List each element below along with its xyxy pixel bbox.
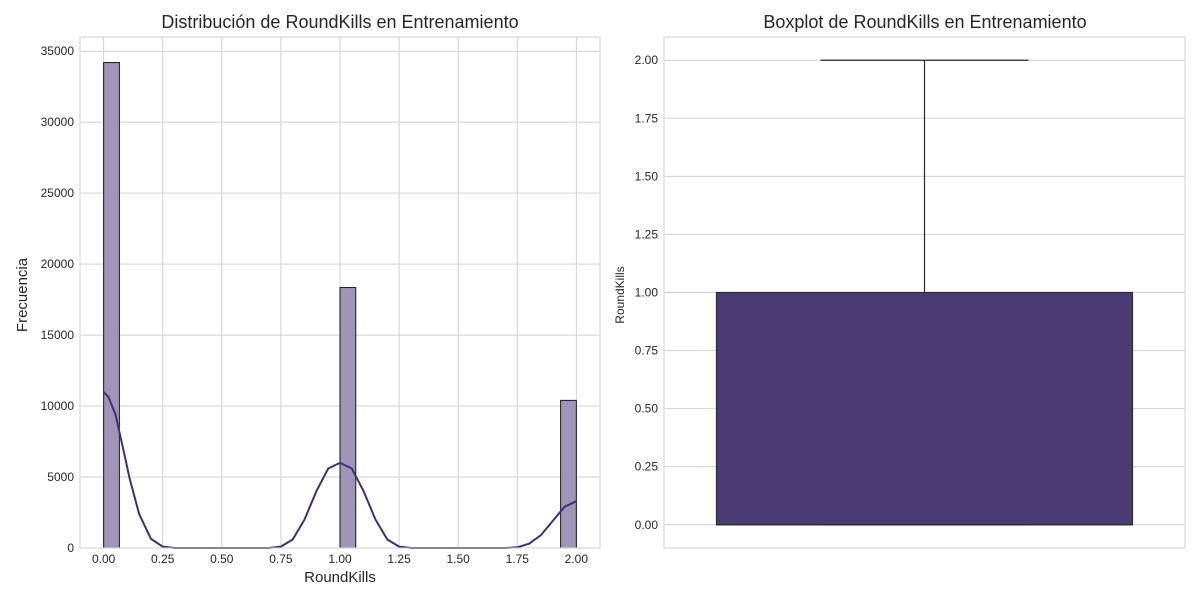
y-tick-label: 1.75 — [635, 111, 659, 125]
y-tick-label: 1.50 — [635, 169, 659, 183]
y-tick-label: 0.25 — [635, 460, 659, 474]
x-tick-label: 2.00 — [565, 552, 589, 566]
boxplot-y-tick-labels: 0.00 0.25 0.50 0.75 1.00 1.25 1.50 1.75 2.00 — [635, 53, 659, 532]
histogram-y-tick-labels: 0 5000 10000 15000 20000 25000 30000 35000 — [41, 44, 75, 555]
histogram-y-axis-label: Frecuencia — [14, 257, 31, 332]
x-tick-label: 1.00 — [328, 552, 352, 566]
boxplot-plot-frame — [663, 36, 1186, 549]
boxplot-title: Boxplot de RoundKills en Entrenamiento — [763, 12, 1086, 32]
x-tick-label: 1.50 — [447, 552, 471, 566]
y-tick-label: 0.50 — [635, 402, 659, 416]
y-tick-label: 15000 — [41, 328, 75, 342]
boxplot-panel: 0.00 0.25 0.50 0.75 1.00 1.25 1.50 1.75 2.00 Box… — [613, 12, 1186, 549]
histogram-x-axis-label: RoundKills — [304, 569, 376, 586]
y-tick-label: 1.25 — [635, 227, 659, 241]
y-tick-label: 20000 — [41, 257, 75, 271]
histogram-title: Distribución de RoundKills en Entrenamie… — [161, 12, 518, 32]
x-tick-label: 1.75 — [506, 552, 530, 566]
histogram-bar-0 — [103, 62, 120, 549]
y-tick-label: 2.00 — [635, 53, 659, 67]
boxplot-box — [715, 291, 1134, 526]
y-tick-label: 0.75 — [635, 344, 659, 358]
boxplot-y-axis-label: RoundKills — [613, 266, 627, 323]
histogram-x-tick-labels: 0.00 0.25 0.50 0.75 1.00 1.25 1.50 1.75 2.00 — [92, 552, 588, 566]
histogram-bar-1 — [339, 287, 357, 549]
histogram-plot-frame — [79, 36, 601, 549]
histogram-panel: 0.00 0.25 0.50 0.75 1.00 1.25 1.50 1.75 2.00 0 50… — [14, 12, 601, 586]
x-tick-label: 1.25 — [387, 552, 411, 566]
y-tick-label: 0 — [67, 541, 74, 555]
x-tick-label: 0.25 — [151, 552, 175, 566]
y-tick-label: 0.00 — [635, 518, 659, 532]
x-tick-label: 0.50 — [210, 552, 234, 566]
kde-curve — [102, 391, 577, 549]
y-tick-label: 30000 — [41, 115, 75, 129]
y-tick-label: 1.00 — [635, 286, 659, 300]
histogram-bar-2 — [560, 399, 577, 549]
x-tick-label: 0.75 — [269, 552, 293, 566]
y-tick-label: 5000 — [47, 470, 74, 484]
y-tick-label: 25000 — [41, 186, 75, 200]
y-tick-label: 10000 — [41, 399, 75, 413]
y-tick-label: 35000 — [41, 44, 75, 58]
x-tick-label: 0.00 — [92, 552, 116, 566]
